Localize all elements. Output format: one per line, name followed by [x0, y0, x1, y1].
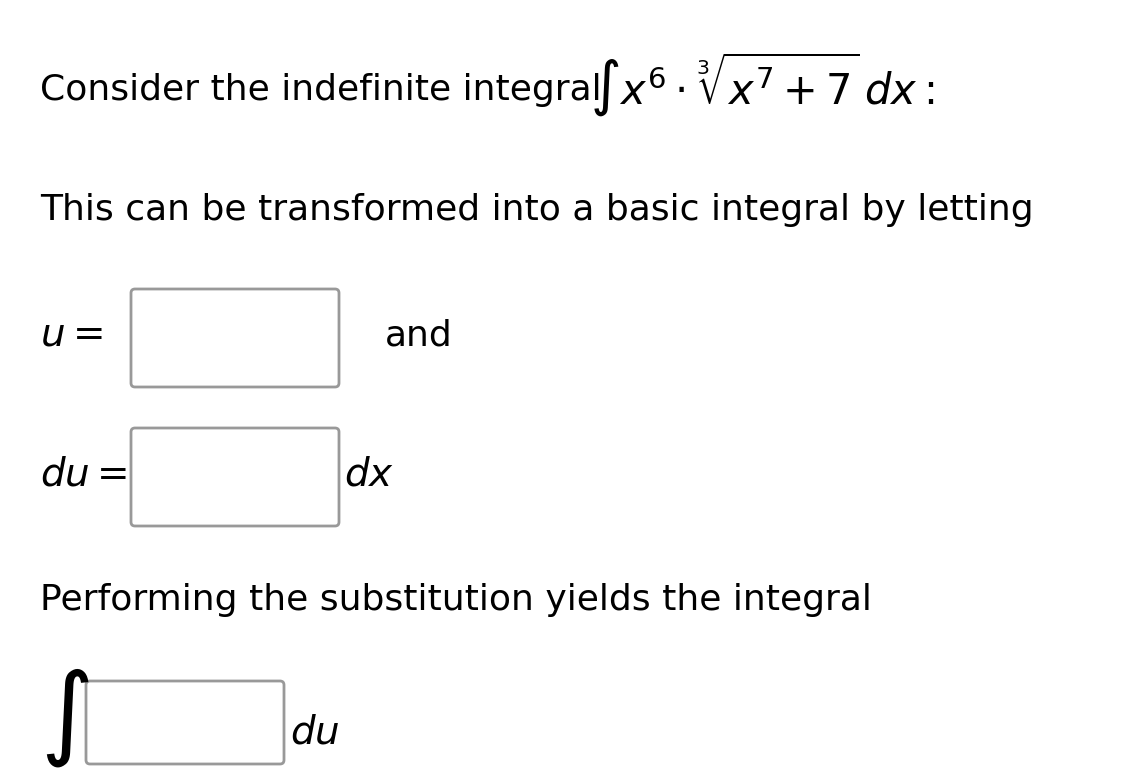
FancyBboxPatch shape: [131, 428, 339, 526]
Text: $u =$: $u =$: [40, 316, 102, 354]
Text: $du =$: $du =$: [40, 456, 127, 494]
Text: Consider the indefinite integral: Consider the indefinite integral: [40, 73, 602, 107]
FancyBboxPatch shape: [131, 289, 339, 387]
Text: This can be transformed into a basic integral by letting: This can be transformed into a basic int…: [40, 193, 1034, 227]
FancyBboxPatch shape: [86, 681, 284, 764]
Text: Performing the substitution yields the integral: Performing the substitution yields the i…: [40, 583, 871, 617]
Text: and: and: [385, 318, 453, 352]
Text: $\int x^6 \cdot \sqrt[3]{x^7 + 7}\, dx:$: $\int x^6 \cdot \sqrt[3]{x^7 + 7}\, dx:$: [590, 51, 935, 119]
Text: $\int$: $\int$: [40, 667, 90, 769]
Text: $du$: $du$: [290, 713, 340, 751]
Text: $dx$: $dx$: [344, 456, 394, 494]
